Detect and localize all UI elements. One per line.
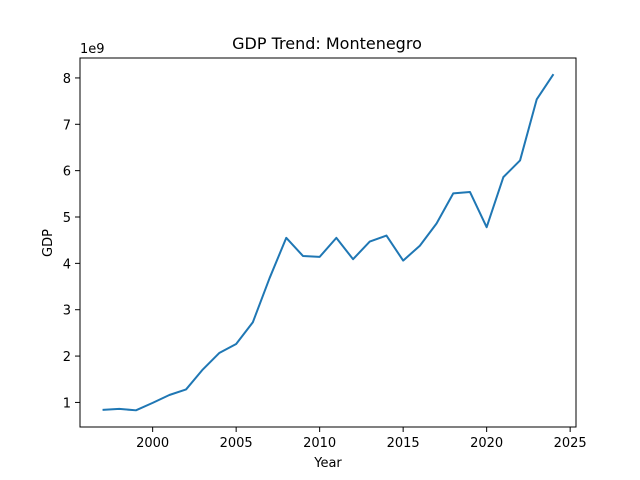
x-tick-label: 2015	[387, 436, 420, 451]
x-axis-ticks: 2000 2005 2010 2015 2020 2025	[136, 427, 587, 451]
y-scale-label: 1e9	[80, 42, 105, 57]
y-tick-label: 1	[63, 396, 71, 411]
y-tick-label: 5	[63, 211, 71, 226]
plot-frame	[79, 57, 577, 428]
x-axis-label: Year	[313, 456, 342, 471]
y-tick-label: 7	[63, 118, 71, 133]
gdp-series-line	[102, 73, 555, 412]
y-axis-label: GDP	[41, 229, 56, 257]
y-tick-label: 3	[63, 304, 71, 319]
x-tick-label: 2010	[303, 436, 336, 451]
x-tick-label: 2020	[470, 436, 503, 451]
y-tick-label: 8	[63, 72, 71, 87]
y-tick-label: 2	[63, 350, 71, 365]
y-axis-ticks: 1 2 3 4 5 6 7 8	[63, 72, 80, 411]
y-tick-label: 4	[63, 257, 71, 272]
x-tick-label: 2000	[136, 436, 169, 451]
chart-title: GDP Trend: Montenegro	[232, 34, 422, 53]
x-tick-label: 2005	[220, 436, 253, 451]
x-tick-label: 2025	[554, 436, 587, 451]
y-tick-label: 6	[63, 165, 71, 180]
